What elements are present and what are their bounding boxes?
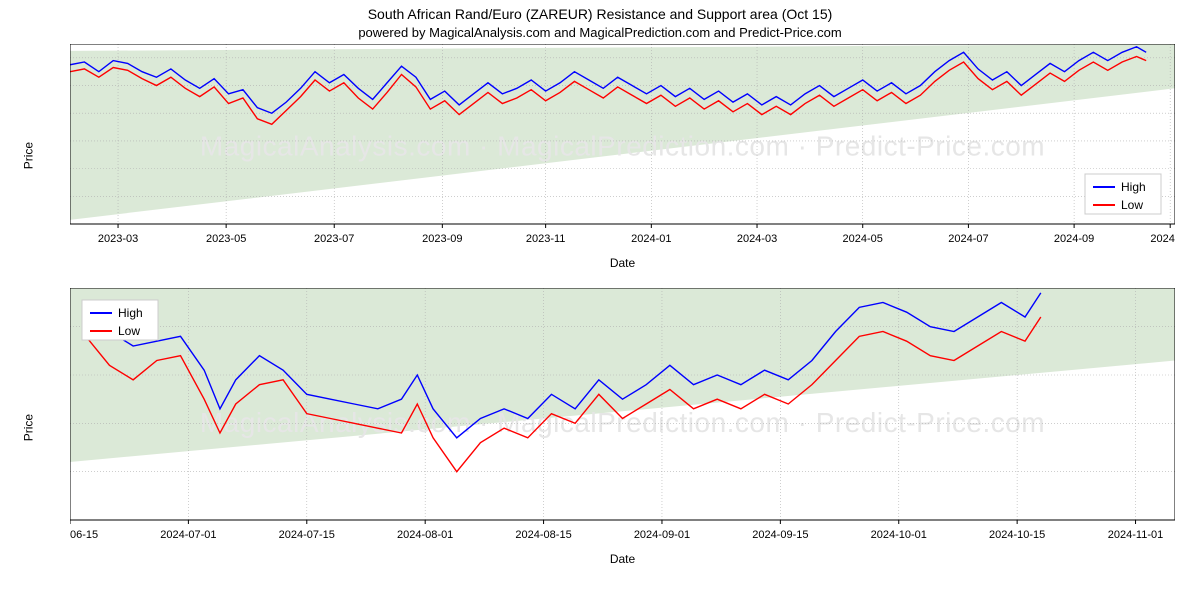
svg-text:2024-05: 2024-05 [843,233,883,245]
top-y-axis-label: Price [22,142,36,169]
svg-text:2024-07-15: 2024-07-15 [279,529,335,541]
svg-text:2023-11: 2023-11 [526,233,566,245]
svg-text:High: High [118,306,143,320]
legend: High Low [82,300,158,340]
svg-text:2024-08-15: 2024-08-15 [515,529,571,541]
svg-text:2024-01: 2024-01 [631,233,671,245]
svg-text:2024-11: 2024-11 [1150,233,1175,245]
svg-text:2024-09: 2024-09 [1054,233,1094,245]
chart-title: South African Rand/Euro (ZAREUR) Resista… [0,0,1200,22]
svg-text:Low: Low [118,324,140,338]
svg-text:2023-09: 2023-09 [422,233,462,245]
bottom-x-axis-label: Date [70,552,1175,566]
watermark-text: MagicalAnalysis.com · MagicalPrediction.… [200,131,1045,162]
top-x-axis-label: Date [70,256,1175,270]
svg-text:Low: Low [1121,198,1143,212]
svg-text:2024-09-01: 2024-09-01 [634,529,690,541]
bottom-chart-container: Price MagicalAnalysis.com · MagicalPredi… [70,288,1175,570]
svg-text:2024-11-01: 2024-11-01 [1108,529,1163,541]
svg-text:2024-08-01: 2024-08-01 [397,529,453,541]
svg-text:2024-09-15: 2024-09-15 [752,529,808,541]
bottom-chart-svg: MagicalAnalysis.com · MagicalPrediction.… [70,288,1175,550]
bottom-y-axis-label: Price [22,414,36,441]
legend: High Low [1085,174,1161,214]
svg-text:2024-07-01: 2024-07-01 [160,529,216,541]
top-chart-container: Price MagicalAnalysis.com · MagicalPredi… [70,44,1175,270]
svg-text:2024-06-15: 2024-06-15 [70,529,98,541]
svg-text:2023-03: 2023-03 [98,233,138,245]
svg-text:2024-10-01: 2024-10-01 [871,529,927,541]
svg-text:2024-10-15: 2024-10-15 [989,529,1045,541]
chart-subtitle: powered by MagicalAnalysis.com and Magic… [0,22,1200,44]
svg-text:High: High [1121,180,1146,194]
svg-text:2024-07: 2024-07 [948,233,988,245]
svg-text:2023-05: 2023-05 [206,233,246,245]
svg-text:2023-07: 2023-07 [314,233,354,245]
top-chart-svg: MagicalAnalysis.com · MagicalPrediction.… [70,44,1175,254]
svg-text:2024-03: 2024-03 [737,233,777,245]
watermark-text: MagicalAnalysis.com · MagicalPrediction.… [200,407,1045,438]
